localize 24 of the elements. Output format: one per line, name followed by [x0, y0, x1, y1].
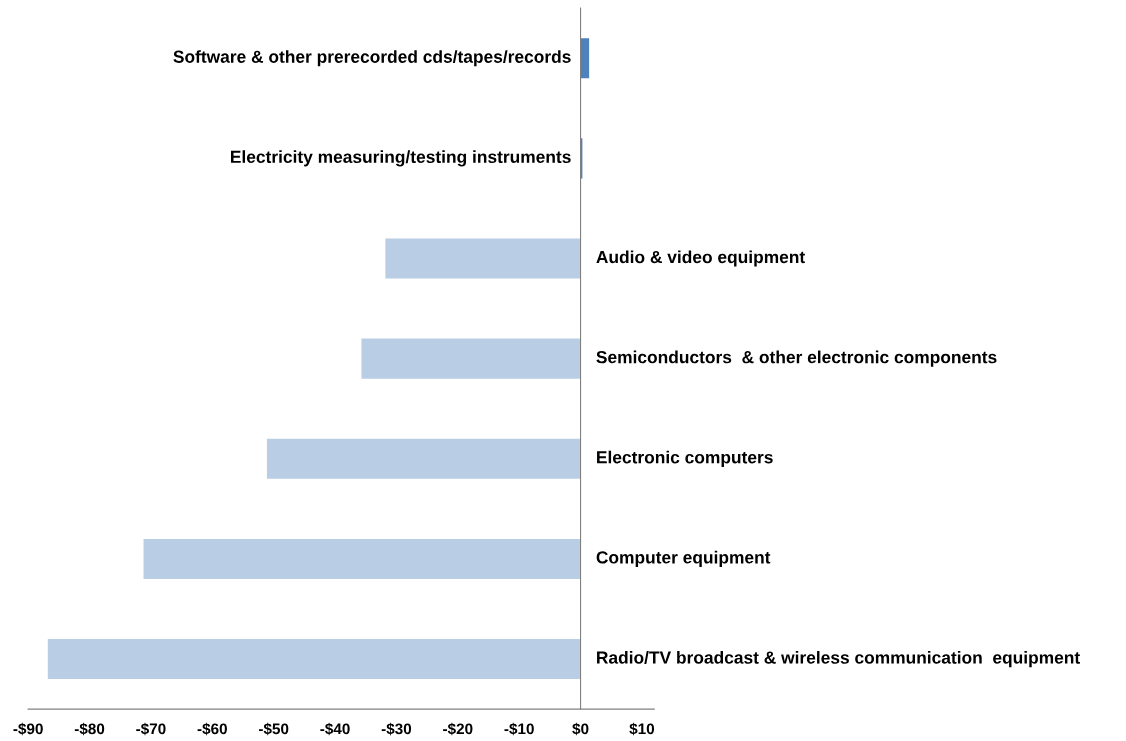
y-tick-label: Computer equipment — [596, 550, 771, 568]
y-tick-label: Radio/TV broadcast & wireless communication equipment — [597, 650, 1080, 668]
x-tick-label: -$90 — [13, 722, 43, 736]
bar — [385, 238, 581, 279]
x-tick-label: -$10 — [504, 722, 534, 736]
x-tick-label: -$30 — [381, 722, 412, 736]
x-tick-label: -$40 — [320, 722, 350, 736]
y-tick-label: Semiconductors & other electronic components — [596, 350, 997, 367]
x-tick-label: -$80 — [74, 722, 105, 736]
x-tick-label: -$50 — [258, 722, 289, 736]
y-tick-label: Electricity measuring/testing instruments — [231, 150, 571, 167]
bar — [266, 438, 581, 479]
bar — [580, 38, 590, 79]
y-tick-label: Software & other prerecorded cds/tapes/records — [173, 50, 571, 67]
x-tick-label: -$70 — [136, 722, 166, 736]
x-tick-label: -$60 — [197, 722, 227, 736]
x-tick-label: $10 — [629, 722, 655, 736]
bar — [361, 338, 581, 379]
x-tick-label: $0 — [572, 722, 589, 736]
y-tick-label: Audio & video equipment — [596, 250, 805, 267]
y-tick-label: Electronic computers — [597, 450, 773, 467]
bar — [143, 538, 581, 579]
bar — [47, 639, 581, 680]
x-tick-label: -$20 — [443, 722, 473, 736]
